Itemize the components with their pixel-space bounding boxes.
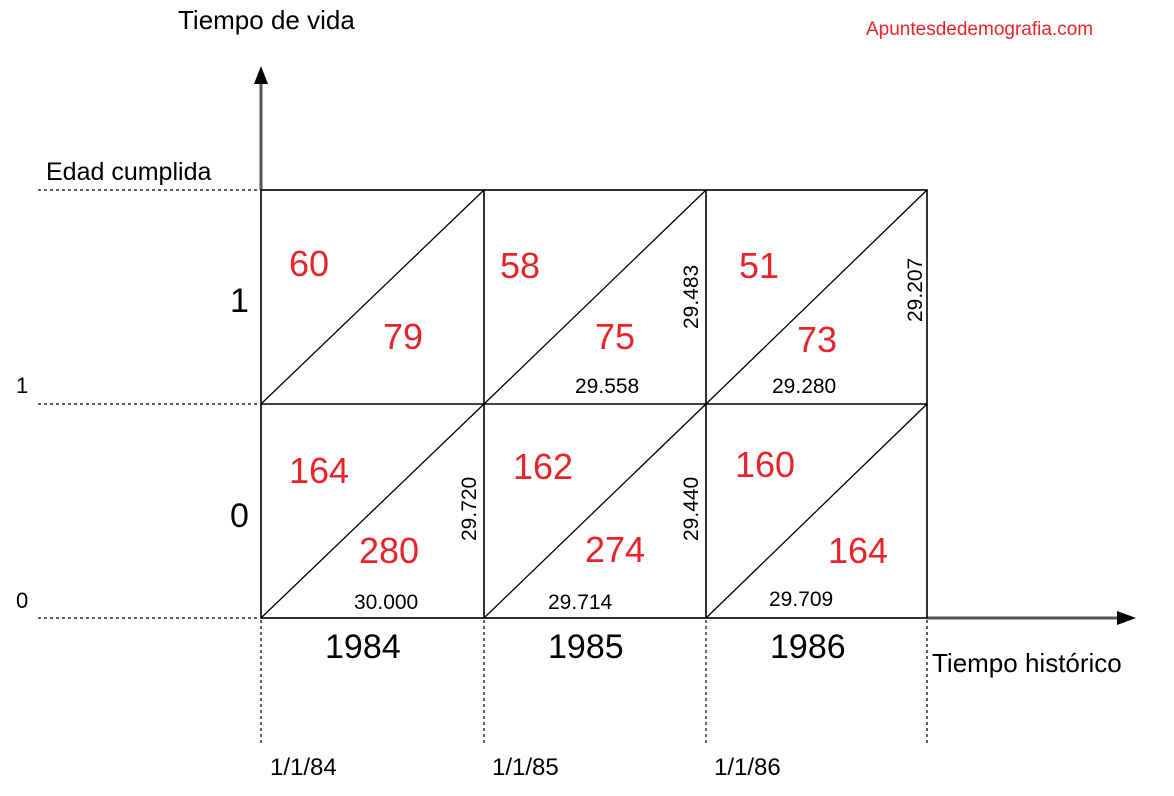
- diagonal-r1-1986: [705, 189, 928, 405]
- deaths-r0-1984-lower: 280: [359, 530, 419, 571]
- source-watermark[interactable]: Apuntesdedemografia.com: [866, 19, 1094, 40]
- edad-cumplida-label: Edad cumplida: [46, 158, 211, 186]
- population-mid-1985: 29.558: [575, 375, 639, 398]
- lifelines: [260, 189, 928, 619]
- date-label-1986: 1/1/86: [714, 754, 781, 781]
- dotted-guides: [38, 189, 928, 745]
- diagonal-r1-1984: [260, 189, 485, 405]
- population-vertical-1985-age0: 29.720: [458, 477, 481, 541]
- population-vertical-1986-age0: 29.440: [680, 477, 703, 541]
- y-axis-arrow-icon: [254, 66, 268, 84]
- deaths-r0-1984-upper: 164: [289, 450, 349, 491]
- population-vertical-1987-age1: 29.207: [904, 258, 927, 322]
- deaths-r1-1985-upper: 58: [500, 245, 540, 286]
- deaths-r0-1986-lower: 164: [828, 530, 888, 571]
- population-counts-vertical: 29.720 29.440 29.483 29.207: [458, 258, 927, 541]
- age-tick-0: 0: [16, 588, 28, 613]
- date-label-1985: 1/1/85: [492, 754, 559, 781]
- deaths-r1-1984-lower: 79: [383, 316, 423, 357]
- axes: [254, 66, 1136, 625]
- year-label-1984: 1984: [325, 628, 401, 666]
- diagonal-r1-1985: [483, 189, 707, 405]
- y-axis-title: Tiempo de vida: [178, 5, 355, 35]
- death-counts: 60 79 58 75 51 73 164 280 162 274 160 16…: [289, 243, 888, 571]
- x-axis-arrow-icon: [1117, 611, 1136, 625]
- diagonal-r0-1986: [705, 403, 928, 619]
- diagonal-r0-1984: [260, 403, 485, 619]
- age-tick-1: 1: [16, 373, 28, 398]
- deaths-r1-1986-lower: 73: [797, 319, 837, 360]
- age-row-label-0: 0: [230, 497, 249, 535]
- deaths-r0-1985-upper: 162: [513, 446, 573, 487]
- year-label-1985: 1985: [548, 628, 624, 666]
- deaths-r1-1986-upper: 51: [739, 245, 779, 286]
- population-bottom-1986: 29.709: [769, 588, 833, 611]
- population-bottom-1984: 30.000: [354, 591, 418, 614]
- deaths-r1-1984-upper: 60: [289, 243, 329, 284]
- population-mid-1986: 29.280: [772, 375, 836, 398]
- age-row-label-1: 1: [230, 282, 249, 320]
- population-bottom-1985: 29.714: [548, 591, 613, 614]
- date-label-1984: 1/1/84: [270, 754, 337, 781]
- deaths-r1-1985-lower: 75: [595, 316, 635, 357]
- x-axis-title: Tiempo histórico: [932, 648, 1122, 678]
- deaths-r0-1985-lower: 274: [585, 529, 645, 570]
- year-label-1986: 1986: [770, 628, 846, 666]
- diagonal-r0-1985: [483, 403, 707, 619]
- population-counts-horizontal: 30.000 29.714 29.709 29.558 29.280: [354, 375, 836, 614]
- deaths-r0-1986-upper: 160: [735, 444, 795, 485]
- population-vertical-1986-age1: 29.483: [680, 265, 703, 329]
